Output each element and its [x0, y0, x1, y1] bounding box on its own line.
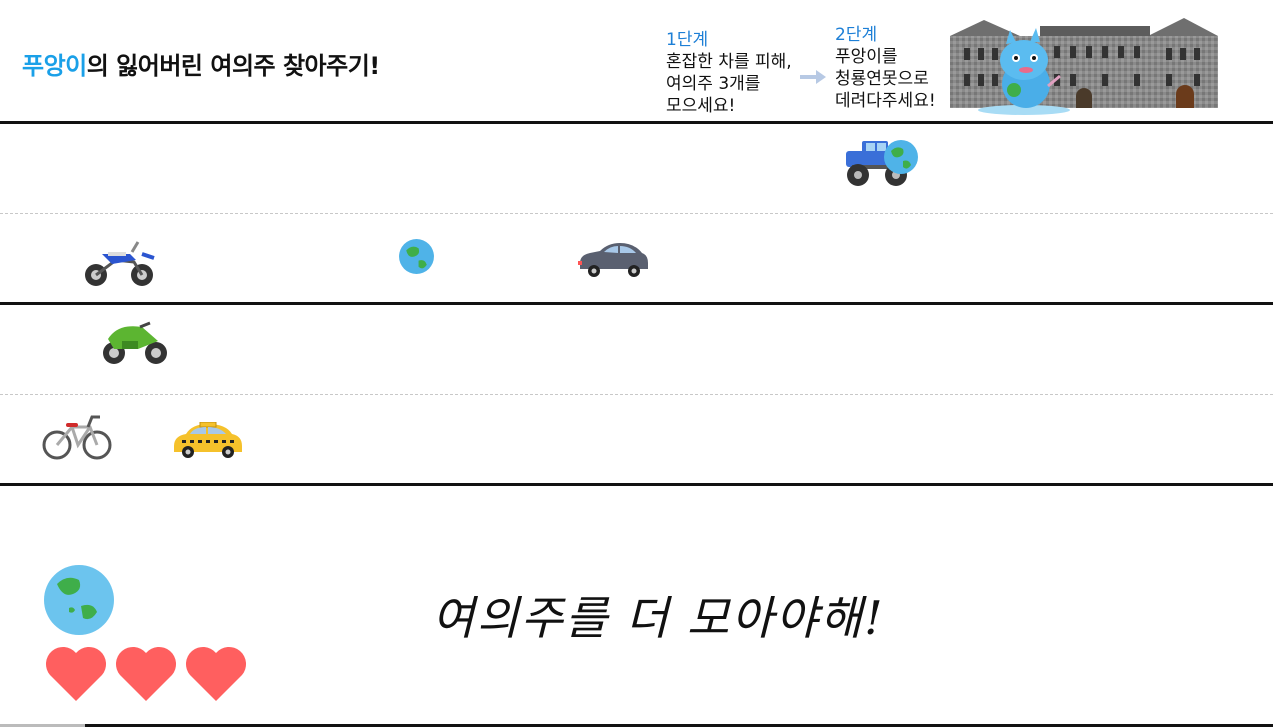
bicycle-icon: [42, 415, 112, 460]
heart-life-icon: [115, 646, 177, 701]
globe-orb-icon[interactable]: [398, 238, 435, 275]
sport-motorcycle-icon: [103, 321, 167, 364]
collected-orb-icon: [44, 565, 114, 635]
scrollbar-thumb[interactable]: [0, 724, 85, 727]
step-2-line-2: 청룡연못으로: [835, 69, 929, 89]
taxi-icon: [174, 422, 242, 458]
arrow-right-icon: [800, 70, 826, 84]
step-2-line-1: 푸앙이를: [835, 47, 898, 67]
step-1-line-3: 모으세요!: [666, 96, 736, 116]
dragon-mascot-icon: [1000, 28, 1061, 108]
heart-life-icon: [185, 646, 247, 701]
heart-life-icon: [45, 646, 107, 701]
dirt-bike-icon: [85, 241, 155, 286]
lives-display: [44, 645, 248, 703]
step-1-line-2: 여의주 3개를: [666, 74, 761, 94]
lane-divider-1: [0, 213, 1273, 214]
game-title: 푸앙이의 잃어버린 여의주 찾아주기!: [22, 46, 380, 81]
step-2-title: 2단계: [835, 25, 878, 45]
step-2-line-3: 데려다주세요!: [835, 91, 936, 111]
step-2-instruction: 2단계 푸앙이를 청룡연못으로 데려다주세요!: [835, 24, 936, 112]
step-1-title: 1단계: [666, 30, 709, 50]
road-border-bottom: [0, 483, 1273, 486]
castle-with-dragon-illustration: [950, 18, 1218, 115]
globe-orb-icon[interactable]: [883, 139, 919, 175]
road-border-top: [0, 121, 1273, 124]
sedan-car-icon: [578, 243, 648, 277]
bottom-scrollbar[interactable]: [0, 724, 1273, 727]
step-1-instruction: 1단계 혼잡한 차를 피해, 여의주 3개를 모으세요!: [666, 29, 792, 117]
title-rest: 의 잃어버린 여의주 찾아주기!: [86, 52, 380, 80]
road-median: [0, 302, 1273, 305]
lane-divider-2: [0, 394, 1273, 395]
status-message: 여의주를 더 모아야해!: [432, 591, 885, 645]
step-1-line-1: 혼잡한 차를 피해,: [666, 52, 792, 72]
title-accent: 푸앙이: [22, 52, 87, 80]
